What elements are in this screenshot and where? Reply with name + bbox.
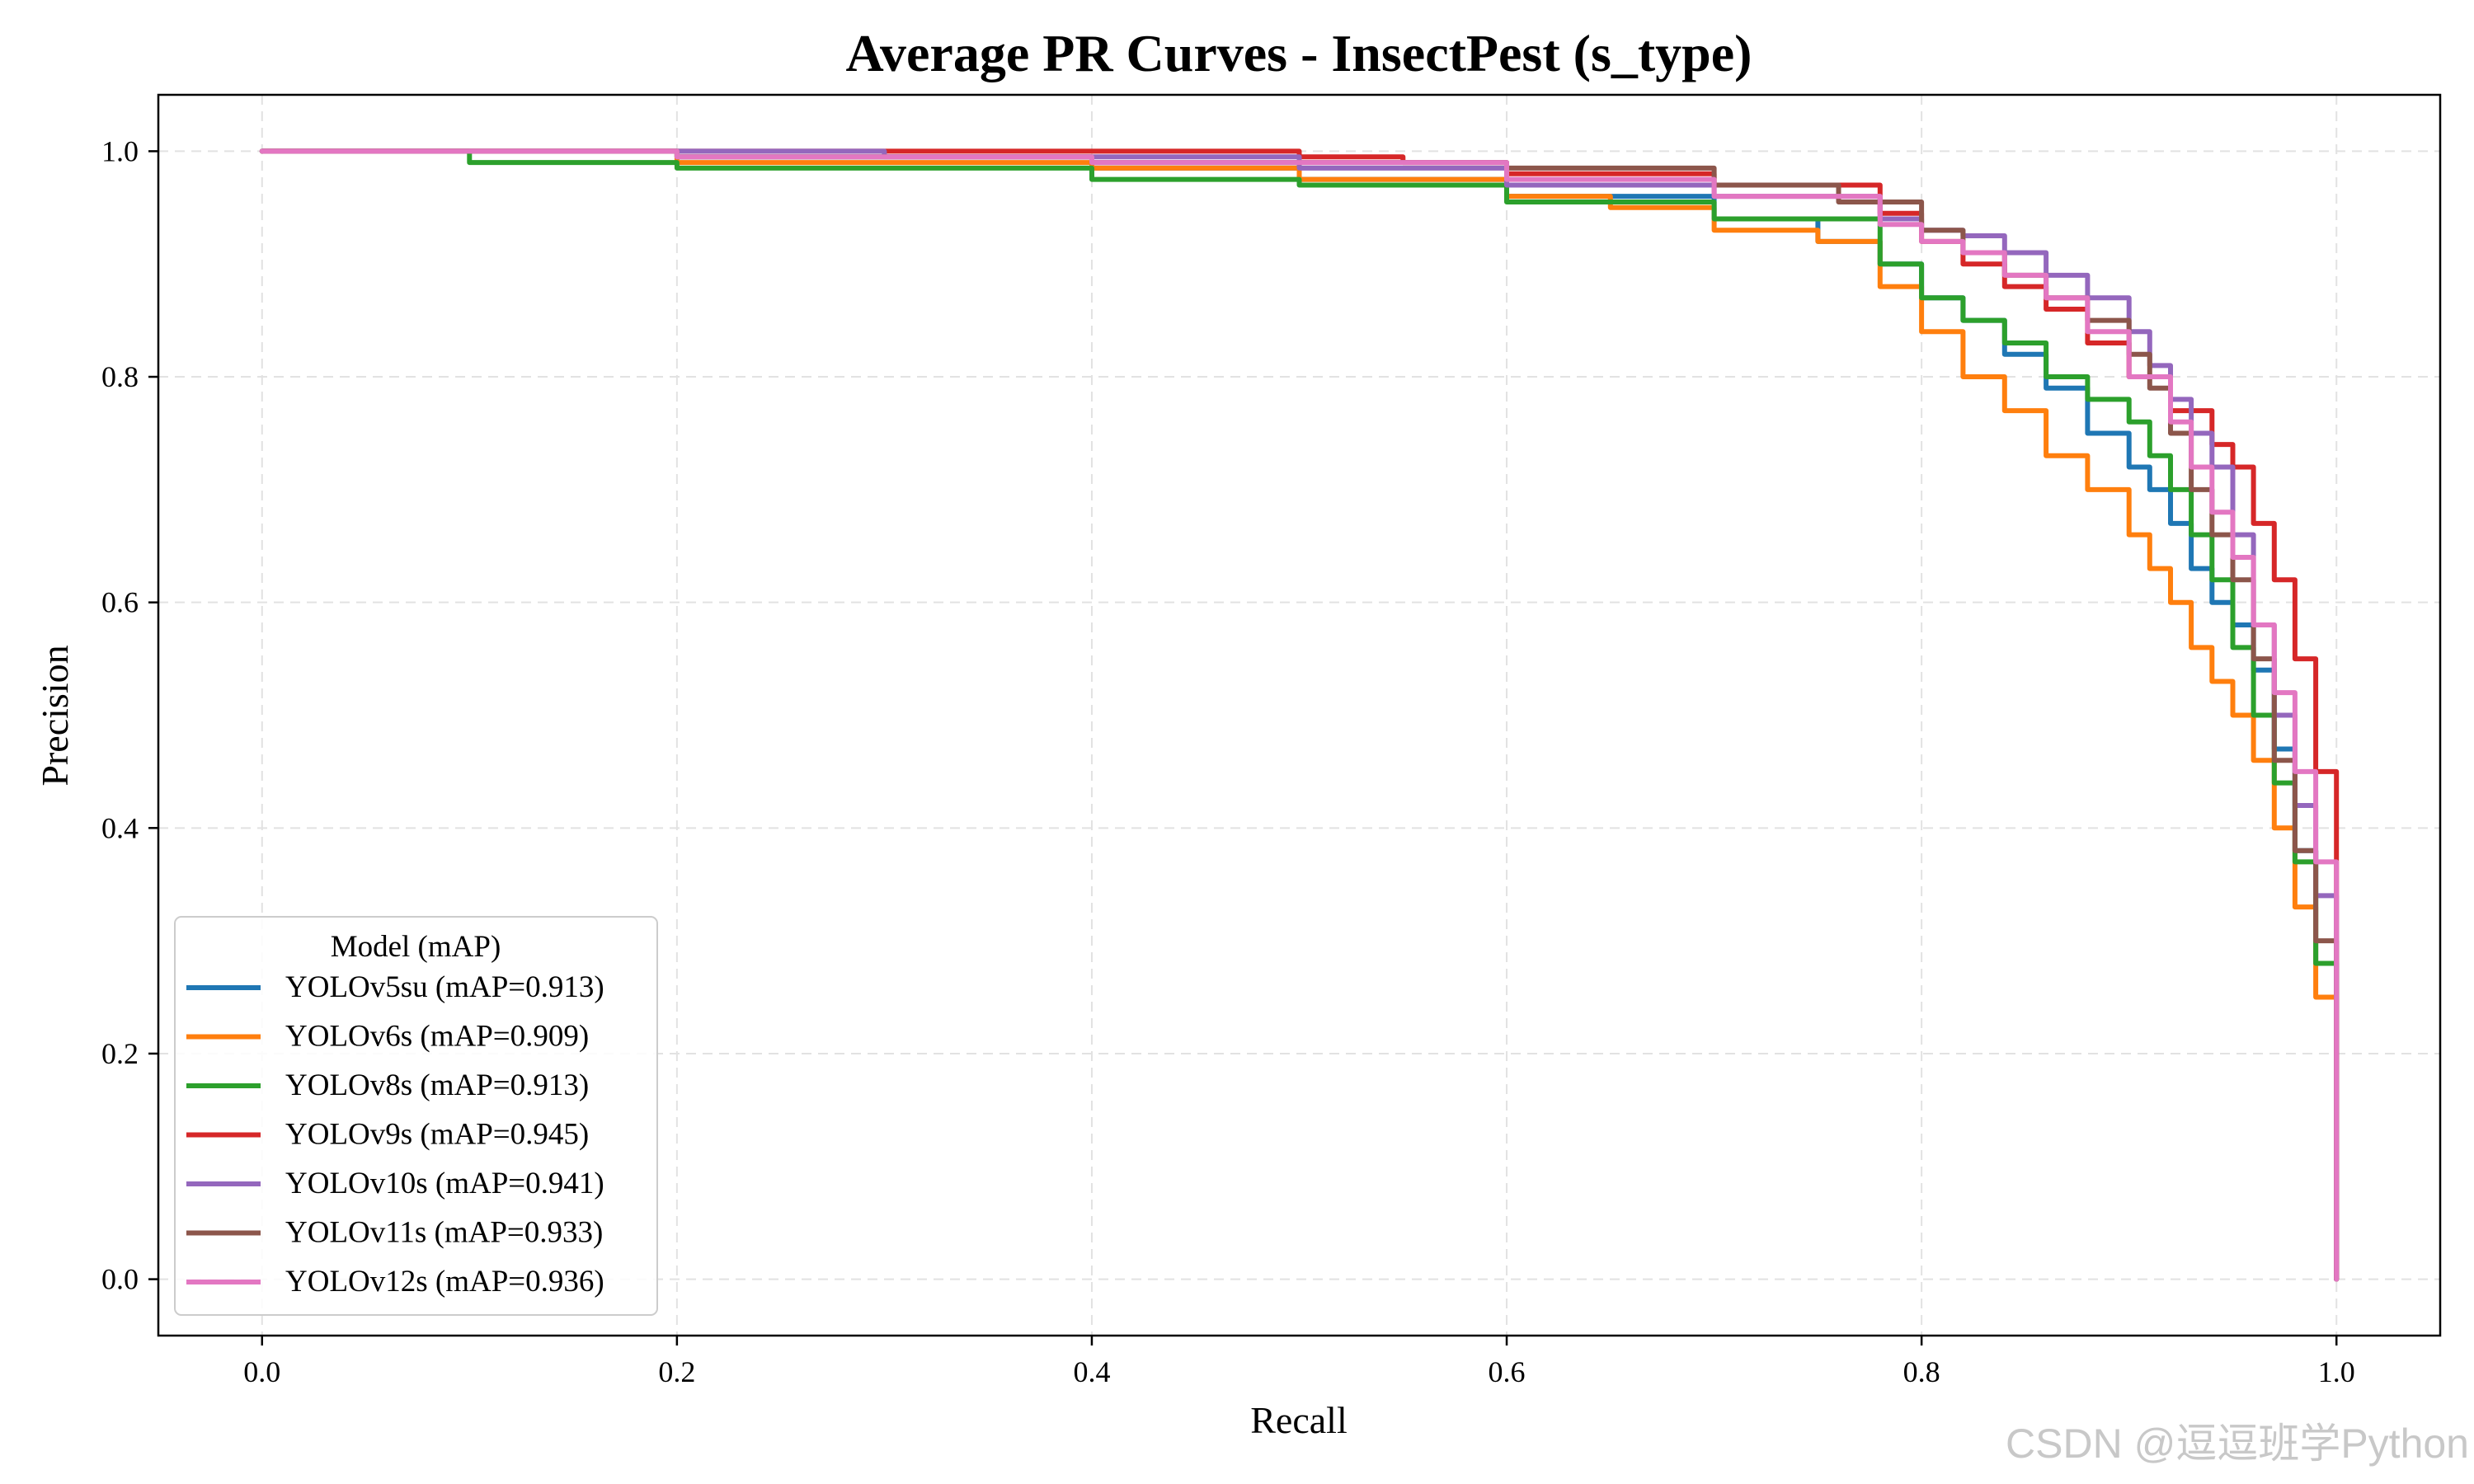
y-axis-label: Precision	[34, 645, 76, 786]
y-tick-label: 0.0	[101, 1263, 139, 1296]
watermark: CSDN @逗逗班学Python	[2006, 1421, 2469, 1467]
legend-label: YOLOv6s (mAP=0.909)	[285, 1020, 589, 1054]
legend-label: YOLOv8s (mAP=0.913)	[285, 1068, 589, 1102]
axis-ticks: 0.0 0.2 0.4 0.6 0.8 1.0 0.0 0.2 0.4 0.6 0.8 1.0	[101, 134, 2355, 1388]
x-tick-label: 0.0	[243, 1355, 280, 1388]
legend-label: YOLOv12s (mAP=0.936)	[285, 1265, 604, 1298]
y-tick-label: 0.2	[101, 1037, 139, 1070]
series-line-6	[259, 148, 2340, 1282]
y-tick-label: 0.6	[101, 586, 139, 619]
legend-box	[174, 916, 658, 1316]
y-tick-label: 0.8	[101, 360, 139, 393]
legend-label: YOLOv10s (mAP=0.941)	[285, 1167, 604, 1200]
legend: Model (mAP) YOLOv5su (mAP=0.913) YOLOv6s …	[174, 916, 658, 1316]
chart-title: Average PR Curves - InsectPest (s_type)	[846, 24, 1752, 82]
x-tick-label: 1.0	[2318, 1355, 2355, 1388]
plot-frame	[157, 93, 2442, 1337]
y-tick-label: 1.0	[101, 134, 139, 167]
x-tick-label: 0.6	[1489, 1355, 1526, 1388]
legend-label: YOLOv9s (mAP=0.945)	[285, 1118, 589, 1152]
series-lines	[259, 148, 2340, 1282]
legend-title: Model (mAP)	[331, 930, 501, 964]
x-axis-label: Recall	[1250, 1399, 1348, 1441]
x-tick-label: 0.4	[1073, 1355, 1110, 1388]
x-tick-label: 0.2	[658, 1355, 695, 1388]
legend-label: YOLOv5su (mAP=0.913)	[285, 970, 604, 1004]
y-tick-label: 0.4	[101, 811, 139, 844]
legend-label: YOLOv11s (mAP=0.933)	[285, 1216, 603, 1250]
x-tick-label: 0.8	[1903, 1355, 1940, 1388]
legend-entries: YOLOv5su (mAP=0.913) YOLOv6s (mAP=0.909) Y…	[186, 970, 604, 1298]
series-line-1	[259, 148, 2340, 1282]
